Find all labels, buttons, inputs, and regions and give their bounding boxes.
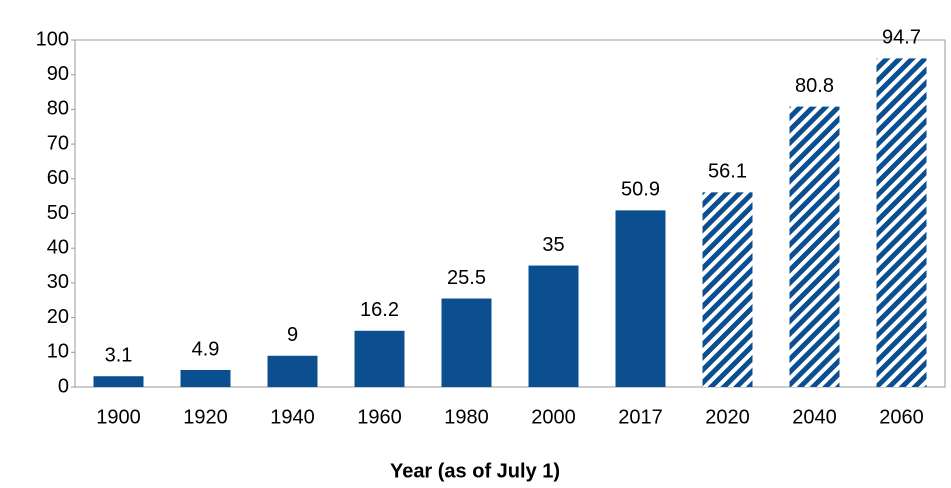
bar	[93, 376, 144, 387]
y-tick-label: 40	[47, 236, 69, 258]
y-tick-label: 100	[36, 28, 69, 50]
value-label: 9	[287, 324, 298, 346]
y-tick-label: 60	[47, 167, 69, 189]
bar	[615, 210, 666, 387]
value-label: 50.9	[621, 179, 660, 201]
y-tick-label: 10	[47, 341, 69, 363]
value-label: 94.7	[882, 27, 921, 49]
bar	[789, 106, 840, 388]
value-label: 16.2	[360, 299, 399, 321]
y-tick-label: 90	[47, 63, 69, 85]
value-label: 3.1	[105, 345, 133, 367]
y-tick-label: 20	[47, 306, 69, 328]
x-tick-label: 1900	[96, 406, 141, 428]
y-tick-label: 0	[58, 375, 69, 397]
x-tick-label: 2000	[531, 406, 576, 428]
bar	[441, 298, 492, 387]
y-tick-label: 70	[47, 132, 69, 154]
x-tick-label: 2020	[705, 406, 750, 428]
x-tick-label: 1980	[444, 406, 489, 428]
bar	[876, 58, 927, 388]
x-tick-label: 1960	[357, 406, 402, 428]
value-label: 25.5	[447, 267, 486, 289]
x-tick-label: 1920	[183, 406, 228, 428]
bar	[528, 265, 579, 387]
x-axis-title: Year (as of July 1)	[390, 460, 560, 482]
x-tick-label: 2040	[792, 406, 837, 428]
value-label: 80.8	[795, 75, 834, 97]
value-label: 4.9	[192, 338, 220, 360]
x-tick-label: 1940	[270, 406, 315, 428]
y-tick-label: 30	[47, 271, 69, 293]
y-tick-label: 80	[47, 98, 69, 120]
value-label: 35	[542, 234, 564, 256]
x-tick-label: 2060	[879, 406, 924, 428]
bar	[354, 330, 405, 387]
value-label: 56.1	[708, 161, 747, 183]
bar	[180, 369, 231, 387]
y-tick-label: 50	[47, 202, 69, 224]
x-tick-label: 2017	[618, 406, 663, 428]
bar	[702, 192, 753, 387]
bar	[267, 355, 318, 387]
